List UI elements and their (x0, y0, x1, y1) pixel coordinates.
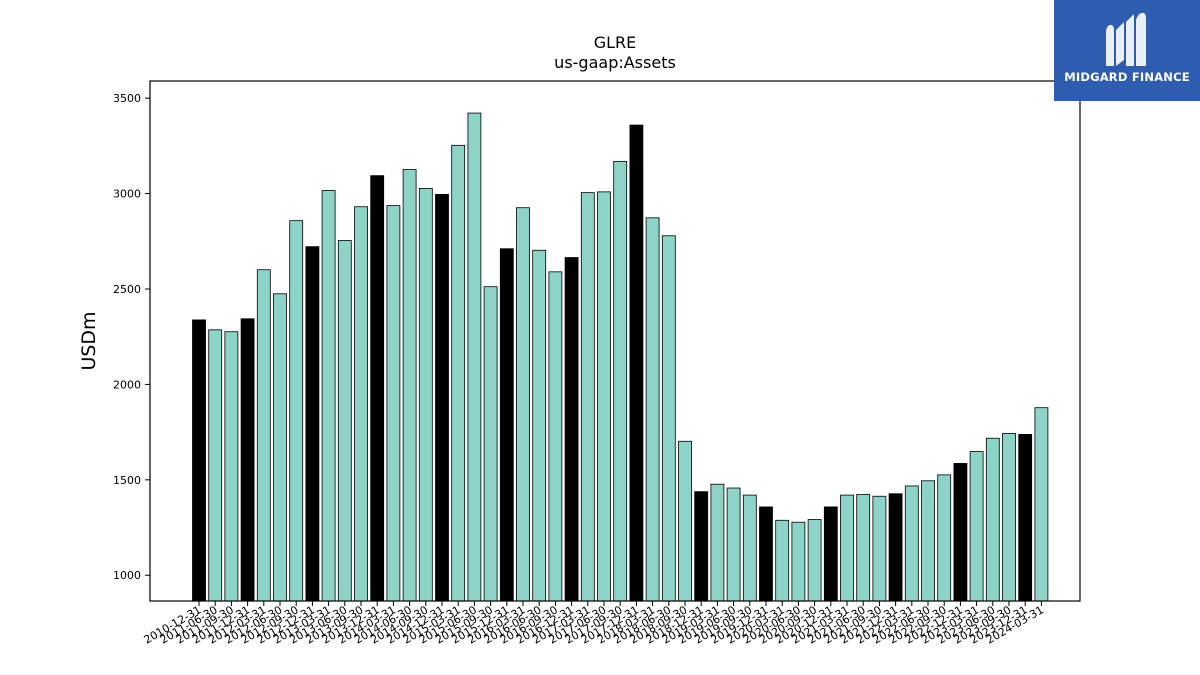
bar-2014-03-31 (386, 205, 401, 602)
bar-2016-09-30 (548, 271, 563, 602)
bar-2016-06-30 (532, 249, 547, 602)
bar-2018-03-31 (645, 217, 660, 602)
y-tick-label: 2000 (113, 378, 141, 391)
bars-group (192, 112, 1049, 602)
bar-2010-12-31 (192, 319, 206, 602)
bar-2022-03-31 (904, 485, 919, 602)
y-tick-label: 1000 (113, 569, 141, 582)
bar-2012-09-30 (289, 220, 304, 602)
bar-2020-09-30 (807, 519, 822, 602)
bar-2019-12-31 (759, 506, 773, 602)
bar-2023-09-30 (1002, 433, 1016, 602)
bar-2012-12-31 (305, 246, 320, 602)
bar-2013-12-31 (370, 175, 385, 602)
bar-2013-03-31 (321, 190, 336, 602)
bar-2020-06-30 (791, 521, 806, 602)
bar-2012-03-31 (256, 269, 271, 602)
bar-2014-09-30 (418, 188, 433, 602)
bar-2011-06-30 (208, 329, 223, 602)
y-tick-label: 1500 (113, 474, 141, 487)
bar-2022-09-30 (937, 474, 952, 602)
bar-2017-06-30 (597, 191, 611, 602)
y-tick-label: 3000 (113, 188, 141, 201)
bar-2023-12-31 (1018, 434, 1033, 602)
bar-2016-03-31 (516, 207, 530, 602)
plot-frame (149, 80, 1081, 602)
chart-subtitle: us-gaap:Assets (554, 53, 676, 72)
bar-2017-03-31 (580, 192, 595, 602)
midgard-logo: MIDGARD FINANCE (1054, 0, 1200, 101)
bar-2019-06-30 (726, 487, 741, 602)
bar-2021-09-30 (872, 495, 887, 602)
bar-2011-12-31 (240, 318, 255, 602)
bar-2011-09-30 (224, 331, 239, 602)
bar-2023-03-31 (969, 451, 984, 602)
bar-2021-03-31 (840, 494, 854, 602)
bar-2018-09-30 (678, 440, 692, 602)
bar-2017-09-30 (613, 160, 628, 602)
y-axis-label: USDm (78, 311, 100, 370)
bar-2015-12-31 (499, 248, 514, 602)
bar-2014-12-31 (435, 193, 449, 602)
bar-2015-03-31 (451, 144, 466, 602)
y-tick-label: 3500 (113, 92, 141, 105)
bar-2018-06-30 (661, 235, 676, 602)
y-tick-label: 2500 (113, 283, 141, 296)
bar-2018-12-31 (694, 491, 709, 602)
bar-2021-06-30 (856, 494, 871, 602)
midgard-logo-icon (1106, 12, 1146, 66)
x-axis: 2010-12-312011-06-302011-09-302011-12-31… (142, 601, 1046, 647)
bar-2017-12-31 (629, 124, 644, 602)
bar-2022-06-30 (921, 480, 935, 602)
bar-2024-03-31 (1034, 407, 1049, 602)
bar-2016-12-31 (564, 257, 579, 602)
bar-2012-06-30 (273, 293, 287, 602)
bar-2013-06-30 (337, 240, 352, 602)
bar-2014-06-30 (402, 169, 417, 602)
y-axis: 1000 1500 2000 2500 3000 3500 (113, 92, 150, 582)
bar-2015-09-30 (483, 286, 498, 602)
bar-2020-12-31 (823, 506, 838, 602)
bar-2021-12-31 (888, 493, 903, 602)
logo-text: MIDGARD FINANCE (1064, 70, 1190, 84)
bar-2023-06-30 (985, 437, 1000, 602)
bar-2020-03-31 (775, 519, 790, 602)
bar-2013-09-30 (354, 206, 368, 602)
bar-2019-03-31 (710, 483, 725, 602)
bar-2019-09-30 (742, 494, 757, 602)
bar-2022-12-31 (953, 463, 968, 602)
bar-2015-06-30 (467, 112, 482, 602)
chart-title: GLRE (594, 33, 637, 52)
